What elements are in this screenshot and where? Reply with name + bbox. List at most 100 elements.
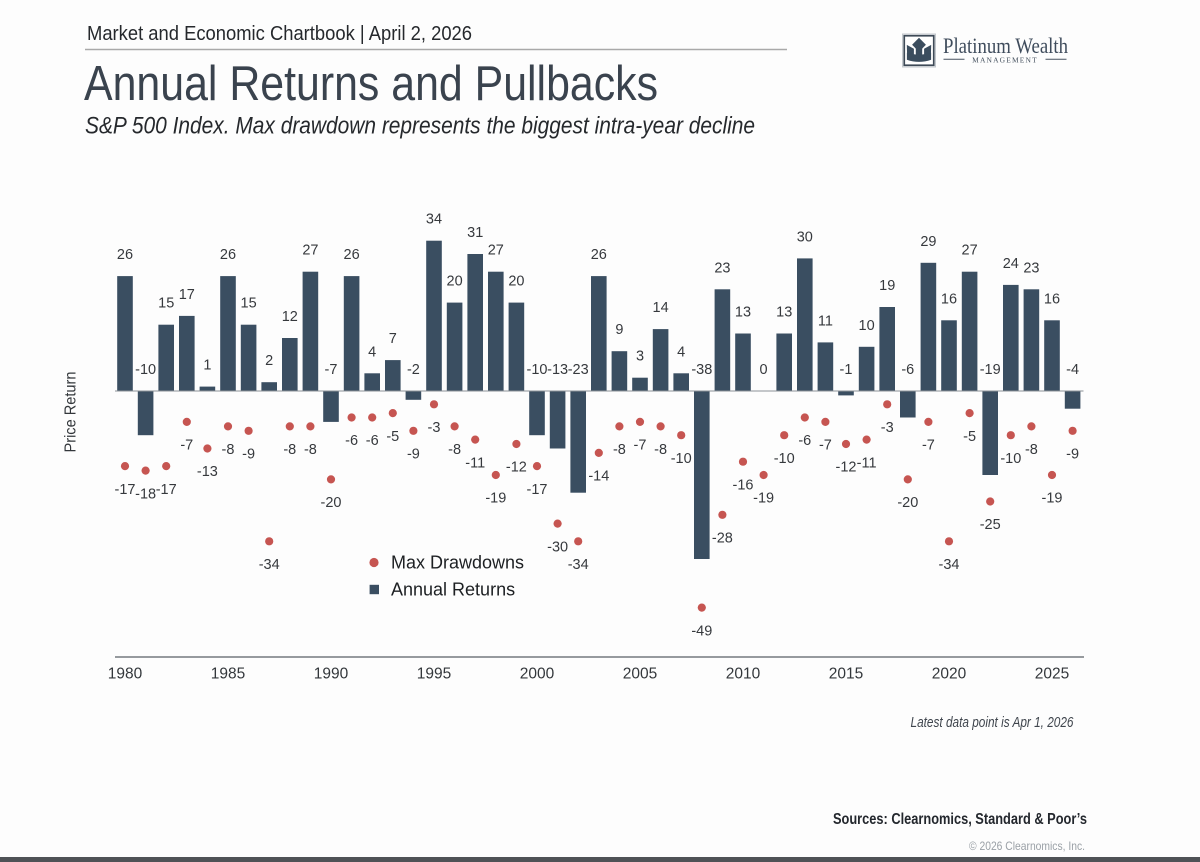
svg-text:-49: -49	[691, 623, 712, 639]
svg-text:7: 7	[389, 331, 397, 347]
svg-text:-16: -16	[733, 477, 754, 493]
svg-text:13: 13	[776, 305, 792, 321]
svg-text:-19: -19	[980, 362, 1001, 378]
svg-text:-17: -17	[115, 482, 136, 498]
svg-text:Max Drawdowns: Max Drawdowns	[391, 553, 524, 573]
svg-text:2: 2	[265, 353, 273, 369]
svg-text:26: 26	[591, 247, 607, 263]
svg-text:-34: -34	[259, 557, 280, 573]
svg-text:-6: -6	[345, 433, 358, 449]
svg-text:34: 34	[426, 212, 442, 228]
svg-text:-7: -7	[634, 438, 647, 454]
svg-text:2025: 2025	[1035, 666, 1069, 683]
svg-text:2010: 2010	[726, 666, 761, 683]
svg-text:10: 10	[859, 318, 875, 334]
svg-text:S&P 500 Index. Max drawdown re: S&P 500 Index. Max drawdown represents t…	[85, 113, 755, 140]
svg-text:15: 15	[158, 296, 174, 312]
svg-text:26: 26	[117, 247, 133, 263]
svg-text:-30: -30	[547, 539, 568, 555]
svg-text:Market and Economic Chartbook: Market and Economic Chartbook | April 2,…	[87, 22, 472, 45]
svg-text:-5: -5	[386, 429, 399, 445]
svg-text:1995: 1995	[417, 666, 451, 683]
svg-text:Price Return: Price Return	[63, 372, 80, 453]
svg-text:1: 1	[203, 358, 211, 374]
svg-text:13: 13	[735, 305, 751, 321]
svg-text:-8: -8	[222, 442, 235, 458]
svg-text:9: 9	[615, 322, 623, 338]
svg-text:24: 24	[1003, 256, 1019, 272]
svg-text:-14: -14	[588, 469, 609, 485]
svg-text:16: 16	[1044, 291, 1060, 307]
svg-text:-4: -4	[1066, 362, 1079, 378]
svg-text:-12: -12	[836, 460, 857, 476]
svg-text:14: 14	[653, 300, 669, 316]
svg-text:29: 29	[920, 234, 936, 250]
svg-text:27: 27	[488, 243, 504, 259]
svg-text:© 2026 Clearnomics, Inc.: © 2026 Clearnomics, Inc.	[969, 839, 1085, 853]
svg-text:20: 20	[508, 274, 524, 290]
svg-text:-25: -25	[980, 517, 1001, 533]
svg-text:-3: -3	[881, 420, 894, 436]
svg-text:12: 12	[282, 309, 298, 325]
svg-text:-20: -20	[321, 495, 342, 511]
svg-text:26: 26	[220, 247, 236, 263]
svg-text:-23: -23	[568, 362, 589, 378]
svg-text:26: 26	[344, 247, 360, 263]
svg-text:-17: -17	[527, 482, 548, 498]
svg-text:-20: -20	[897, 495, 918, 511]
svg-text:-7: -7	[922, 438, 935, 454]
svg-text:16: 16	[941, 291, 957, 307]
svg-text:-17: -17	[156, 482, 177, 498]
svg-text:4: 4	[368, 344, 376, 360]
svg-text:3: 3	[636, 349, 644, 365]
svg-text:-18: -18	[135, 486, 156, 502]
svg-text:-38: -38	[691, 362, 712, 378]
svg-text:1990: 1990	[314, 666, 349, 683]
svg-text:-9: -9	[1066, 447, 1079, 463]
svg-text:-2: -2	[407, 362, 420, 378]
svg-text:-9: -9	[242, 447, 255, 463]
svg-text:-6: -6	[901, 362, 914, 378]
svg-text:-8: -8	[448, 442, 461, 458]
svg-text:-28: -28	[712, 531, 733, 547]
svg-text:-19: -19	[485, 491, 506, 507]
svg-text:-13: -13	[197, 464, 218, 480]
svg-text:2020: 2020	[932, 666, 967, 683]
svg-text:-10: -10	[1000, 451, 1021, 467]
svg-text:-8: -8	[613, 442, 626, 458]
svg-text:-11: -11	[857, 455, 877, 471]
svg-text:MANAGEMENT: MANAGEMENT	[972, 56, 1038, 65]
svg-text:Latest data point is Apr 1, 20: Latest data point is Apr 1, 2026	[911, 715, 1075, 731]
svg-text:27: 27	[962, 243, 978, 259]
svg-text:19: 19	[879, 278, 895, 294]
svg-text:-5: -5	[963, 429, 976, 445]
svg-text:15: 15	[241, 296, 257, 312]
svg-text:20: 20	[447, 274, 463, 290]
svg-text:2015: 2015	[829, 666, 863, 683]
svg-text:-10: -10	[135, 362, 156, 378]
svg-text:-34: -34	[939, 557, 960, 573]
svg-text:-7: -7	[325, 362, 338, 378]
svg-text:27: 27	[302, 243, 318, 259]
svg-text:11: 11	[818, 313, 833, 329]
svg-text:-8: -8	[304, 442, 317, 458]
svg-text:0: 0	[760, 362, 768, 378]
svg-text:1980: 1980	[108, 666, 143, 683]
svg-text:Annual Returns and Pullbacks: Annual Returns and Pullbacks	[84, 57, 658, 111]
svg-text:4: 4	[677, 344, 685, 360]
svg-text:2000: 2000	[520, 666, 555, 683]
svg-text:Sources: Clearnomics, Standard: Sources: Clearnomics, Standard & Poor’s	[833, 811, 1087, 828]
svg-text:-12: -12	[506, 460, 527, 476]
svg-text:Annual Returns: Annual Returns	[391, 580, 515, 600]
svg-text:-1: -1	[840, 362, 853, 378]
svg-text:31: 31	[467, 225, 483, 241]
svg-text:-7: -7	[819, 438, 832, 454]
svg-text:-10: -10	[671, 451, 692, 467]
svg-text:-10: -10	[774, 451, 795, 467]
svg-text:17: 17	[179, 287, 195, 303]
svg-text:-8: -8	[1025, 442, 1038, 458]
svg-text:-10: -10	[527, 362, 548, 378]
svg-text:-9: -9	[407, 447, 420, 463]
svg-text:-6: -6	[798, 433, 811, 449]
svg-text:-6: -6	[366, 433, 379, 449]
